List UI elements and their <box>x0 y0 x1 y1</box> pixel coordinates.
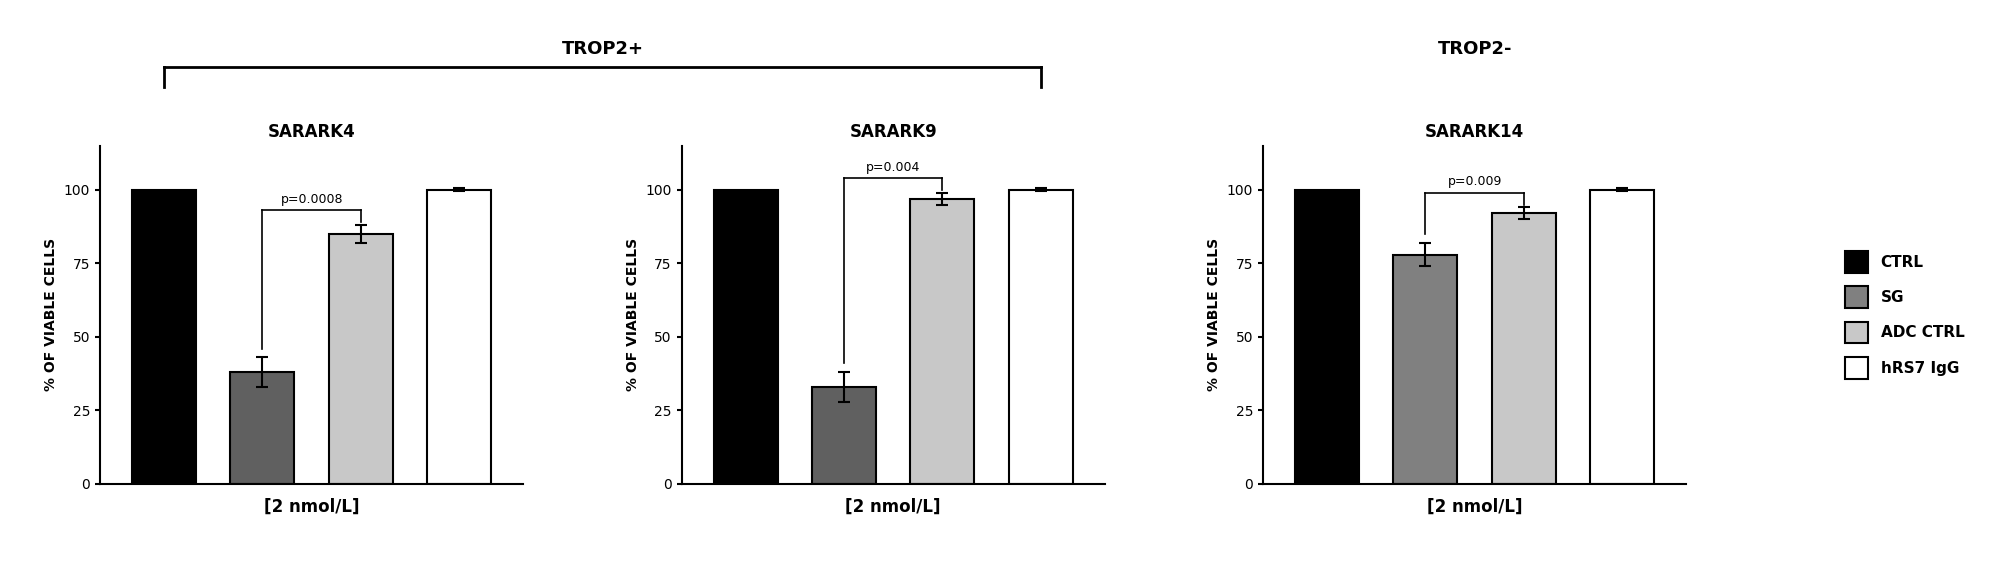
X-axis label: [2 nmol/L]: [2 nmol/L] <box>846 498 940 516</box>
Bar <box>1590 190 1654 484</box>
X-axis label: [2 nmol/L]: [2 nmol/L] <box>264 498 360 516</box>
Bar <box>714 190 778 484</box>
Bar <box>910 199 974 484</box>
Bar <box>328 234 392 484</box>
Title: SARARK14: SARARK14 <box>1426 124 1524 142</box>
Text: p=0.0008: p=0.0008 <box>280 193 342 206</box>
Y-axis label: % OF VIABLE CELLS: % OF VIABLE CELLS <box>626 238 640 391</box>
Bar <box>132 190 196 484</box>
Text: TROP2+: TROP2+ <box>562 40 644 58</box>
Bar <box>1008 190 1072 484</box>
Bar <box>230 372 294 484</box>
X-axis label: [2 nmol/L]: [2 nmol/L] <box>1426 498 1522 516</box>
Text: p=0.009: p=0.009 <box>1448 175 1502 188</box>
Bar <box>428 190 492 484</box>
Text: p=0.004: p=0.004 <box>866 161 920 174</box>
Text: TROP2-: TROP2- <box>1438 40 1512 58</box>
Bar <box>1296 190 1360 484</box>
Bar <box>812 387 876 484</box>
Title: SARARK9: SARARK9 <box>850 124 938 142</box>
Y-axis label: % OF VIABLE CELLS: % OF VIABLE CELLS <box>44 238 58 391</box>
Bar <box>1492 213 1556 484</box>
Legend: CTRL, SG, ADC CTRL, hRS7 IgG: CTRL, SG, ADC CTRL, hRS7 IgG <box>1846 251 1964 379</box>
Bar <box>1394 255 1458 484</box>
Y-axis label: % OF VIABLE CELLS: % OF VIABLE CELLS <box>1208 238 1222 391</box>
Title: SARARK4: SARARK4 <box>268 124 356 142</box>
